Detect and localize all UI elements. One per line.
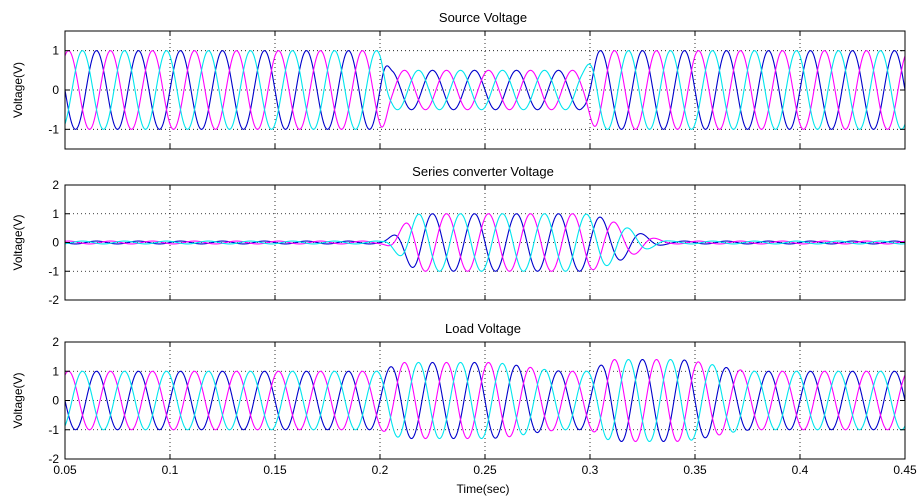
- phase-c-line: [64, 50, 906, 130]
- source-voltage-title: Source Voltage: [439, 10, 527, 25]
- y-tick-label: 2: [52, 335, 59, 349]
- series-converter-title: Series converter Voltage: [412, 164, 554, 179]
- phase-b-line: [64, 50, 906, 130]
- series-converter-lines: [64, 213, 906, 272]
- phase-b-line: [64, 358, 906, 443]
- y-tick-label: 0: [52, 394, 59, 408]
- load-voltage-ylabel: Voltage(V): [11, 372, 25, 428]
- y-tick-label: 1: [52, 364, 59, 378]
- source-voltage-ylabel: Voltage(V): [11, 62, 25, 118]
- x-tick-label: 0.15: [263, 463, 287, 477]
- y-tick-label: -1: [48, 122, 59, 136]
- phase-c-line: [64, 358, 906, 443]
- y-tick-label: -2: [48, 293, 59, 307]
- y-tick-label: 2: [52, 178, 59, 192]
- load-voltage-y-ticks: 2 1 0 -1 -2: [48, 335, 906, 466]
- x-tick-label: 0.1: [162, 463, 179, 477]
- x-tick-label: 0.05: [53, 463, 77, 477]
- x-tick-label: 0.2: [372, 463, 389, 477]
- y-tick-label: -2: [48, 452, 59, 466]
- x-tick-label: 0.4: [792, 463, 809, 477]
- source-voltage-lines: [64, 50, 906, 130]
- load-voltage-panel: Load Voltage 210-1-2 0.05 0.1 0.15 0.2 0.25 0…: [11, 321, 917, 496]
- series-converter-panel: Series converter Voltage 2 1 0 -1 -2 Voltage…: [11, 164, 906, 307]
- load-voltage-x-ticks: 0.05 0.1 0.15 0.2 0.25 0.3 0.35 0.4 0.45: [53, 463, 917, 477]
- phase-a-line: [64, 50, 906, 130]
- time-axis-label: Time(sec): [457, 482, 510, 496]
- x-tick-label: 0.35: [683, 463, 707, 477]
- y-tick-label: 0: [52, 236, 59, 250]
- source-voltage-y-ticks: 1 0 -1: [48, 31, 906, 149]
- phase-a-line: [64, 358, 906, 443]
- x-tick-label: 0.45: [893, 463, 917, 477]
- phase-c-line: [64, 213, 906, 272]
- phase-a-line: [64, 213, 906, 272]
- y-tick-label: -1: [48, 423, 59, 437]
- y-tick-label: 1: [52, 44, 59, 58]
- series-converter-y-ticks: 2 1 0 -1 -2: [48, 178, 906, 307]
- y-tick-label: -1: [48, 264, 59, 278]
- load-voltage-title: Load Voltage: [445, 321, 521, 336]
- source-voltage-panel: Source Voltage 1 0 -1 Voltage(V): [11, 10, 906, 150]
- x-tick-label: 0.25: [473, 463, 497, 477]
- y-tick-label: 1: [52, 207, 59, 221]
- series-converter-ylabel: Voltage(V): [11, 214, 25, 270]
- load-voltage-lines: [64, 358, 906, 443]
- phase-b-line: [64, 213, 906, 272]
- x-tick-label: 0.3: [582, 463, 599, 477]
- y-tick-label: 0: [52, 83, 59, 97]
